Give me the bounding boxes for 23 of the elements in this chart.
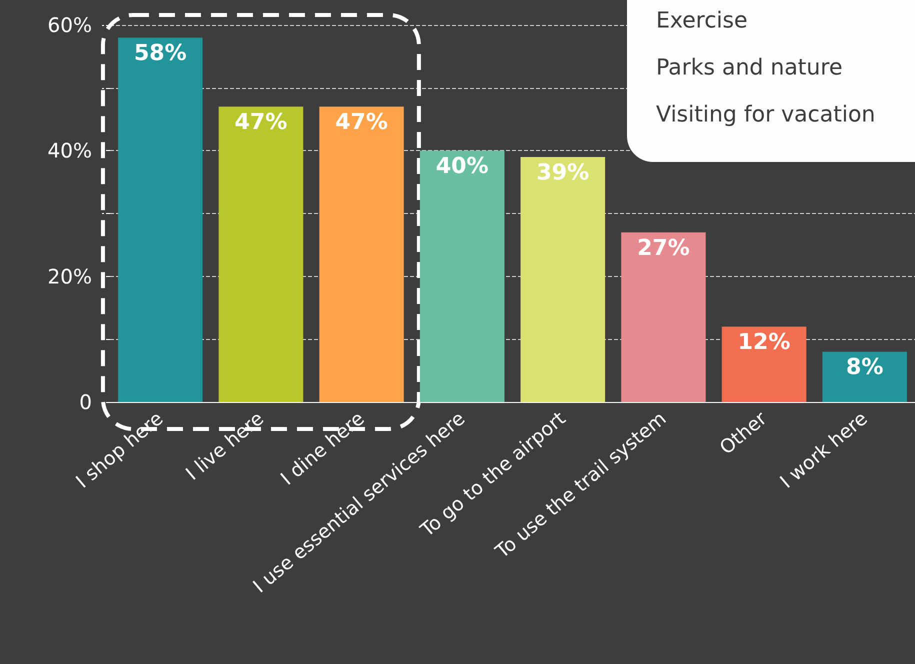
bar: [420, 150, 504, 402]
y-tick-label: 0: [79, 390, 92, 414]
annotation: Exercise: [656, 8, 748, 34]
data-label: 8%: [846, 355, 884, 380]
bar: [118, 38, 203, 402]
data-label: 47%: [335, 110, 388, 136]
y-tick-label: 20%: [48, 264, 92, 288]
bar: [520, 156, 606, 402]
data-label: 39%: [536, 160, 590, 186]
bar: [822, 352, 907, 402]
data-label: 12%: [738, 330, 790, 356]
data-label: 47%: [234, 110, 288, 136]
y-tick-label: 40%: [48, 138, 92, 163]
bar: [722, 326, 806, 402]
bar: [621, 232, 706, 402]
data-label: 27%: [637, 236, 690, 261]
data-label: 40%: [436, 154, 489, 180]
data-label: 58%: [134, 41, 187, 66]
y-tick-label: 60%: [48, 13, 92, 37]
annotation: Parks and nature: [656, 56, 842, 80]
bar: [319, 106, 404, 402]
annotation: Visiting for vacation: [656, 102, 876, 128]
bar: [218, 106, 304, 402]
